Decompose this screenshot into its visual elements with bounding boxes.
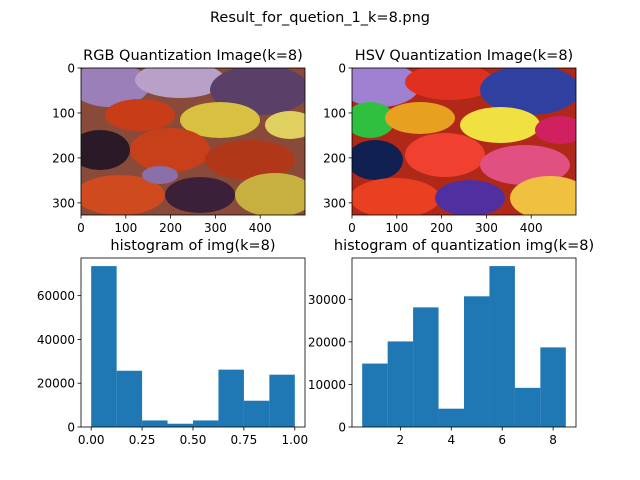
x-tick-label: 0.50 bbox=[180, 433, 207, 447]
bar bbox=[489, 266, 515, 427]
bar bbox=[91, 266, 117, 427]
x-tick-label: 0.25 bbox=[129, 433, 156, 447]
figure-title: Result_for_quetion_1_k=8.png bbox=[210, 10, 430, 26]
bar bbox=[142, 420, 168, 427]
y-tick-label: 0 bbox=[67, 62, 75, 76]
axes-title: RGB Quantization Image(k=8) bbox=[83, 48, 303, 64]
x-tick-label: 6 bbox=[498, 433, 506, 447]
axes-frame bbox=[351, 257, 577, 428]
bar bbox=[243, 400, 270, 427]
axes-frame bbox=[80, 67, 306, 216]
bar bbox=[464, 296, 490, 427]
y-tick-label: 20000 bbox=[308, 335, 346, 349]
x-tick-label: 0.00 bbox=[78, 433, 105, 447]
x-tick-label: 400 bbox=[520, 221, 543, 235]
y-tick-label: 0 bbox=[338, 62, 346, 76]
y-tick-label: 100 bbox=[323, 106, 346, 120]
axes-title: histogram of img(k=8) bbox=[110, 238, 275, 254]
x-tick-label: 300 bbox=[475, 221, 498, 235]
bar bbox=[116, 370, 143, 427]
bar bbox=[514, 387, 541, 427]
axes-title: HSV Quantization Image(k=8) bbox=[355, 48, 573, 64]
y-tick-label: 10000 bbox=[308, 378, 346, 392]
x-tick-label: 400 bbox=[249, 221, 272, 235]
axes-frame bbox=[351, 67, 577, 216]
y-tick-label: 60000 bbox=[37, 289, 75, 303]
x-tick-label: 300 bbox=[204, 221, 227, 235]
y-tick-label: 300 bbox=[52, 196, 75, 210]
x-tick-label: 2 bbox=[397, 433, 405, 447]
x-tick-label: 1.00 bbox=[281, 433, 308, 447]
x-tick-label: 200 bbox=[159, 221, 182, 235]
bar bbox=[269, 374, 295, 427]
y-tick-label: 100 bbox=[52, 106, 75, 120]
x-tick-label: 0 bbox=[77, 221, 85, 235]
y-tick-label: 0 bbox=[67, 421, 75, 435]
bar bbox=[413, 307, 439, 427]
x-tick-label: 8 bbox=[549, 433, 557, 447]
x-tick-label: 200 bbox=[430, 221, 453, 235]
bar bbox=[362, 363, 388, 427]
image-pixels bbox=[81, 68, 305, 215]
bar bbox=[167, 423, 193, 427]
bar bbox=[193, 420, 219, 427]
bar bbox=[218, 369, 244, 427]
x-tick-label: 100 bbox=[385, 221, 408, 235]
y-tick-label: 300 bbox=[323, 196, 346, 210]
y-tick-label: 0 bbox=[338, 421, 346, 435]
x-tick-label: 100 bbox=[114, 221, 137, 235]
x-tick-label: 0.75 bbox=[231, 433, 258, 447]
y-tick-label: 200 bbox=[52, 151, 75, 165]
y-tick-label: 40000 bbox=[37, 333, 75, 347]
bar bbox=[438, 408, 464, 427]
bar bbox=[387, 341, 414, 427]
x-tick-label: 4 bbox=[447, 433, 455, 447]
y-tick-label: 30000 bbox=[308, 293, 346, 307]
x-tick-label: 0 bbox=[348, 221, 356, 235]
y-tick-label: 200 bbox=[323, 151, 346, 165]
bar bbox=[540, 347, 566, 427]
image-pixels bbox=[352, 68, 576, 215]
y-tick-label: 20000 bbox=[37, 377, 75, 391]
axes-title: histogram of quantization img(k=8) bbox=[334, 238, 594, 254]
